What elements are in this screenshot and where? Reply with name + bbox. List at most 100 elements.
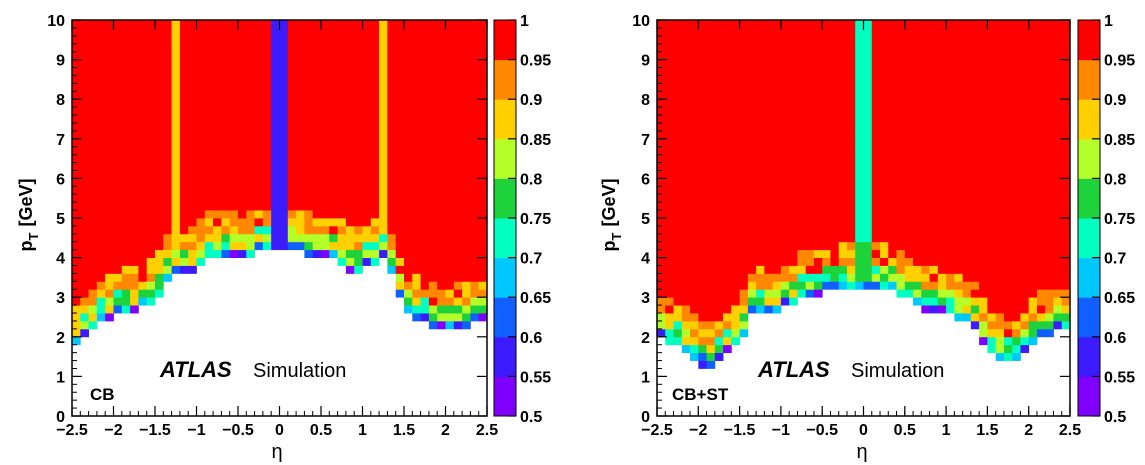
heatmap-cell [756, 162, 765, 171]
heatmap-cell [395, 91, 405, 100]
heatmap-cell [673, 289, 683, 298]
x-tick-label: 1.5 [976, 422, 998, 439]
heatmap-cell [362, 43, 372, 53]
heatmap-cell [404, 178, 413, 187]
heatmap-cell [179, 107, 189, 116]
heatmap-cell [937, 241, 947, 251]
heatmap-cell [657, 154, 666, 163]
heatmap-cell [871, 75, 881, 84]
heatmap-cell [80, 297, 89, 306]
heatmap-cell [747, 202, 757, 211]
heatmap-cell [462, 265, 471, 274]
heatmap-cell [453, 233, 463, 243]
heatmap-cell [657, 99, 666, 108]
heatmap-cell [739, 178, 749, 187]
heatmap-cell [805, 218, 815, 227]
heatmap-cell [739, 225, 749, 235]
heatmap-cell [822, 83, 831, 92]
heatmap-cell [445, 146, 455, 156]
heatmap-cell [362, 233, 372, 243]
heatmap-cell [229, 99, 239, 108]
heatmap-cell [72, 67, 81, 76]
heatmap-cell [995, 43, 1005, 53]
x-tick-label: 1 [942, 422, 951, 439]
heatmap-cell [246, 91, 255, 100]
heatmap-cell [88, 305, 98, 314]
heatmap-cell [146, 265, 156, 274]
heatmap-cell [138, 249, 148, 258]
heatmap-cell [279, 107, 289, 116]
heatmap-cell [1061, 35, 1070, 45]
heatmap-cell [657, 249, 666, 258]
heatmap-cell [171, 162, 181, 171]
heatmap-cell [863, 225, 873, 235]
heatmap-cell [204, 130, 214, 140]
heatmap-cell [287, 43, 297, 53]
heatmap-cell [387, 194, 397, 203]
heatmap-cell [979, 146, 988, 156]
heatmap-cell [146, 122, 156, 132]
heatmap-cell [204, 186, 214, 195]
heatmap-cell [246, 75, 255, 84]
heatmap-cell [979, 20, 988, 29]
heatmap-cell [1003, 194, 1013, 203]
heatmap-cell [780, 99, 790, 108]
heatmap-cell [88, 297, 98, 306]
heatmap-cell [673, 233, 683, 243]
heatmap-cell [113, 162, 123, 171]
heatmap-cell [871, 265, 881, 274]
heatmap-cell [196, 27, 206, 37]
heatmap-cell [855, 249, 864, 258]
heatmap-cell [462, 20, 471, 29]
heatmap-cell [213, 83, 222, 92]
heatmap-cell [780, 218, 790, 227]
heatmap-cell [723, 27, 732, 37]
heatmap-cell [747, 122, 757, 132]
heatmap-cell [1020, 202, 1030, 211]
heatmap-cell [453, 257, 463, 266]
heatmap-cell [1061, 27, 1070, 37]
heatmap-cell [246, 170, 255, 179]
heatmap-cell [312, 67, 322, 76]
heatmap-cell [797, 67, 807, 76]
heatmap-cell [321, 83, 330, 92]
heatmap-cell [105, 265, 114, 274]
heatmap-cell [921, 194, 930, 203]
heatmap-cell [665, 233, 674, 243]
heatmap-cell [437, 289, 446, 298]
heatmap-cell [1045, 99, 1054, 108]
heatmap-cell [354, 59, 363, 68]
heatmap-cell [731, 154, 740, 163]
heatmap-cell [80, 210, 89, 219]
heatmap-cell [404, 107, 413, 116]
heatmap-cell [138, 170, 148, 179]
heatmap-cell [723, 336, 732, 346]
heatmap-cell [904, 186, 914, 195]
heatmap-cell [453, 170, 463, 179]
heatmap-cell [304, 99, 314, 108]
heatmap-cell [238, 35, 247, 45]
heatmap-cell [789, 257, 798, 266]
heatmap-cell [896, 138, 906, 148]
heatmap-cell [954, 170, 964, 179]
heatmap-cell [946, 178, 955, 187]
heatmap-cell [321, 178, 330, 187]
heatmap-cell [155, 170, 164, 179]
heatmap-cell [954, 91, 964, 100]
heatmap-cell [1020, 91, 1030, 100]
heatmap-cell [855, 265, 864, 274]
heatmap-cell [105, 75, 114, 84]
heatmap-cell [723, 146, 732, 156]
heatmap-cell [657, 305, 666, 314]
heatmap-cell [995, 115, 1005, 124]
heatmap-cell [838, 91, 848, 100]
heatmap-cell [946, 107, 955, 116]
heatmap-cell [130, 225, 139, 235]
heatmap-cell [937, 162, 947, 171]
heatmap-cell [1053, 91, 1063, 100]
heatmap-cell [1045, 289, 1054, 298]
heatmap-cell [387, 20, 397, 29]
heatmap-cell [1061, 257, 1070, 266]
heatmap-cell [470, 35, 480, 45]
